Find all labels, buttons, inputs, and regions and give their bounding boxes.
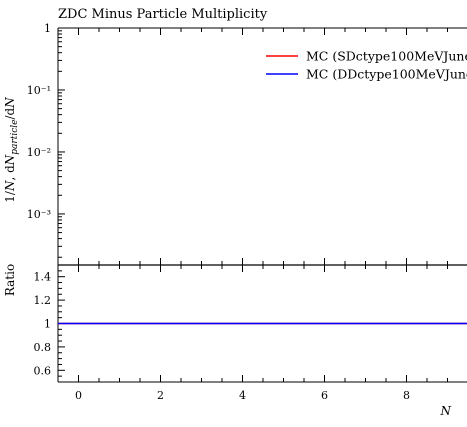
main-y-tick-label: 1 — [44, 22, 51, 35]
ratio-y-tick-label: 0.6 — [34, 364, 52, 377]
ratio-y-axis-label: Ratio — [3, 264, 17, 296]
main-y-tick-label: 10⁻³ — [27, 208, 51, 221]
main-y-tick-label: 10⁻² — [27, 146, 51, 159]
chart-title: ZDC Minus Particle Multiplicity — [58, 7, 268, 22]
main-y-axis-label: 1/N, dNparticle/dN — [3, 97, 20, 203]
ratio-panel: 1.4 1.2 1 0.8 0.6 0 2 4 6 8 — [34, 265, 467, 402]
ratio-y-tick-label: 1.2 — [34, 294, 52, 307]
x-axis-label: N — [440, 404, 452, 418]
ratio-x-tick-label: 8 — [403, 389, 410, 402]
ratio-x-tick-label: 6 — [321, 389, 328, 402]
main-y-axis: 1 10⁻¹ 10⁻² 10⁻³ — [27, 22, 65, 257]
legend-label: MC (SDctype100MeVJune — [306, 49, 467, 64]
ratio-x-axis: 0 2 4 6 8 — [75, 265, 448, 402]
ratio-x-tick-label: 4 — [239, 389, 246, 402]
main-y-tick-label: 10⁻¹ — [27, 84, 51, 97]
ratio-y-tick-label: 0.8 — [34, 341, 52, 354]
legend-label: MC (DDctype100MeVJune — [306, 67, 467, 82]
ratio-x-tick-label: 2 — [157, 389, 164, 402]
legend: MC (SDctype100MeVJune MC (DDctype100MeVJu… — [266, 49, 467, 82]
ratio-y-tick-label: 1 — [44, 318, 51, 331]
main-x-axis — [79, 28, 448, 265]
ratio-y-tick-label: 1.4 — [34, 271, 52, 284]
ratio-y-axis: 1.4 1.2 1 0.8 0.6 — [34, 265, 66, 377]
ratio-x-tick-label: 0 — [75, 389, 82, 402]
